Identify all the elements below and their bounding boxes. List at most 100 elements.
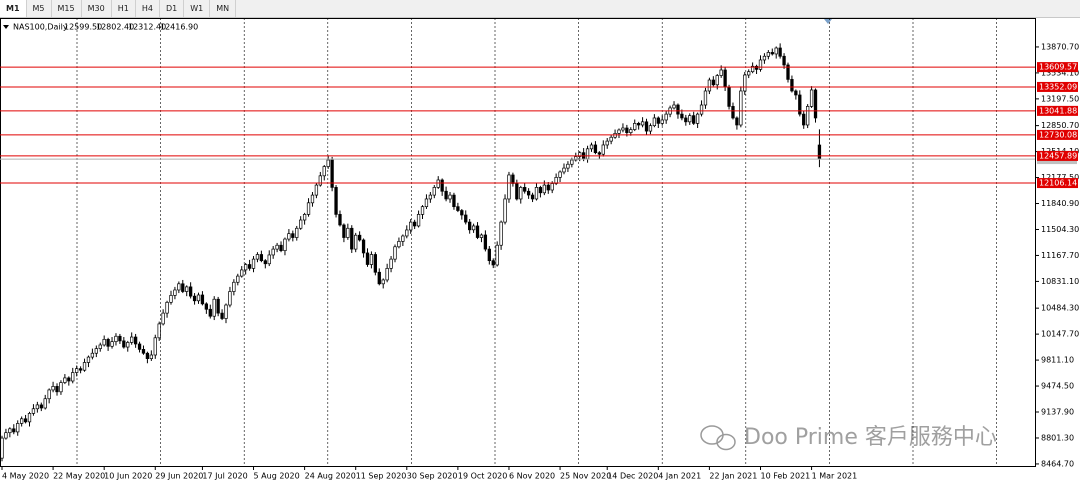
y-tick-label: 11504.30 xyxy=(1041,225,1079,234)
candle-body xyxy=(656,117,660,124)
level-label-box xyxy=(1037,105,1078,116)
candle-body xyxy=(664,113,668,121)
timeframe-tab[interactable]: MN xyxy=(210,0,237,17)
candle-body xyxy=(574,156,578,161)
candle-body xyxy=(790,79,794,92)
candle-body xyxy=(318,175,322,186)
candle-body xyxy=(228,291,232,306)
candle-body xyxy=(326,159,330,167)
level-label: 13352.09 xyxy=(1039,82,1077,91)
y-tick-label: 10831.10 xyxy=(1041,277,1079,286)
candle-body xyxy=(149,354,153,359)
candle-body xyxy=(373,254,377,273)
header-high: 12802.40 xyxy=(96,23,134,32)
candle-body xyxy=(385,268,389,281)
timeframe-tab[interactable]: W1 xyxy=(184,0,211,17)
candle-body xyxy=(511,174,515,184)
y-tick-label: 8801.30 xyxy=(1041,433,1074,442)
candle-body xyxy=(350,227,354,250)
timeframe-tab[interactable]: M30 xyxy=(82,0,112,17)
candle-body xyxy=(12,428,16,433)
candle-body xyxy=(597,152,602,155)
candle-body xyxy=(27,413,32,423)
candle-body xyxy=(672,104,676,109)
candle-body xyxy=(432,187,436,196)
candle-body xyxy=(78,368,83,371)
candle-body xyxy=(770,52,774,55)
timeframe-bar: M1 M5 M15 M30 H1 H4 D1 W1 MN xyxy=(0,0,1080,18)
candle-body xyxy=(782,55,786,66)
candle-body xyxy=(314,184,319,196)
candle-body xyxy=(47,389,51,400)
candle-body xyxy=(251,258,256,269)
candle-body xyxy=(468,221,472,231)
candle-body xyxy=(75,368,79,373)
candle-body xyxy=(59,382,63,393)
candle-body xyxy=(161,312,165,325)
candle-body xyxy=(8,428,12,434)
x-tick-label: 5 Aug 2020 xyxy=(254,472,300,481)
level-label: 13041.88 xyxy=(1039,106,1077,115)
watermark: Doo Prime 客戶服務中心 xyxy=(744,425,997,450)
candle-body xyxy=(809,89,814,107)
candle-body xyxy=(750,65,755,73)
candle-body xyxy=(526,190,531,196)
plot-frame xyxy=(0,18,1036,467)
x-tick-label: 14 Dec 2020 xyxy=(607,472,658,481)
candle-body xyxy=(126,342,130,348)
symbol: NAS100,Daily xyxy=(13,23,68,32)
y-tick-label: 13534.10 xyxy=(1041,68,1079,77)
candle-body xyxy=(90,352,95,358)
timeframe-tab[interactable]: M5 xyxy=(27,0,52,17)
candle-body xyxy=(342,224,346,238)
level-label-box xyxy=(1037,129,1078,140)
candle-body xyxy=(707,79,712,92)
candle-body xyxy=(699,104,704,115)
timeframe-tab[interactable]: H4 xyxy=(136,0,160,17)
candle-body xyxy=(546,184,550,191)
x-tick-label: 24 Aug 2020 xyxy=(305,472,356,481)
candle-body xyxy=(0,437,4,459)
timeframe-tab[interactable]: H1 xyxy=(112,0,136,17)
candle-body xyxy=(377,271,381,285)
candle-body xyxy=(299,219,303,229)
candle-body xyxy=(346,227,350,238)
y-tick-label: 11167.70 xyxy=(1041,251,1079,260)
candle-body xyxy=(731,106,735,119)
candle-body xyxy=(676,104,680,115)
candle-body xyxy=(137,343,142,350)
candle-body xyxy=(464,214,468,223)
candle-body xyxy=(141,349,146,354)
candle-body xyxy=(295,227,299,238)
y-tick-label: 9137.90 xyxy=(1041,408,1074,417)
timeframe-tab[interactable]: M15 xyxy=(52,0,82,17)
timeframe-tab[interactable]: M1 xyxy=(0,0,27,17)
candle-body xyxy=(220,312,224,319)
candle-body xyxy=(287,233,291,240)
candle-body xyxy=(605,140,609,146)
y-tick-label: 9474.50 xyxy=(1041,382,1074,391)
candle-body xyxy=(444,190,448,200)
candle-body xyxy=(204,303,209,310)
x-tick-label: 22 Jan 2021 xyxy=(709,472,757,481)
x-tick-label: 11 Sep 2020 xyxy=(356,472,407,481)
watermark-icon xyxy=(700,425,736,451)
candle-body xyxy=(259,254,264,262)
x-tick-label: 29 Jun 2020 xyxy=(155,472,203,481)
candle-body xyxy=(401,235,405,242)
candle-body xyxy=(200,294,205,305)
candle-body xyxy=(495,244,499,266)
timeframe-tab[interactable]: D1 xyxy=(160,0,185,17)
candle-body xyxy=(122,340,126,348)
candle-body xyxy=(688,115,692,123)
candle-body xyxy=(232,281,236,292)
candle-body xyxy=(153,337,157,356)
candle-body xyxy=(196,294,201,302)
candle-body xyxy=(365,252,370,265)
candle-body xyxy=(817,144,822,160)
candle-body xyxy=(23,418,28,423)
candle-body xyxy=(306,202,311,215)
candle-body xyxy=(456,206,460,211)
candle-body xyxy=(735,117,739,126)
